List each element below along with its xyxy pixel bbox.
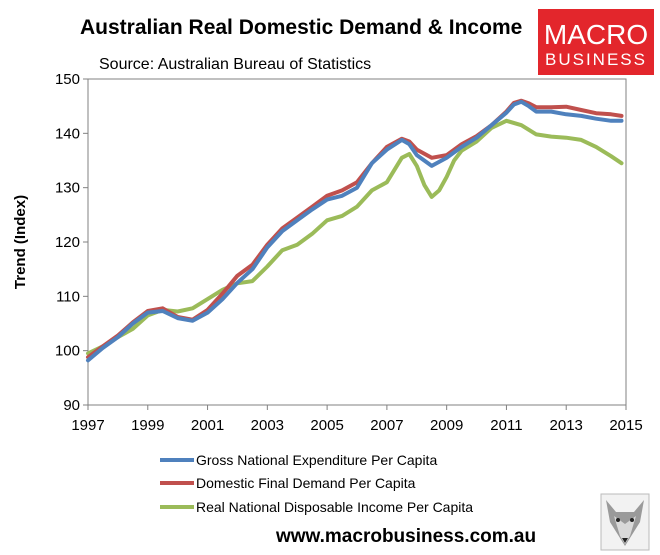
series-line-rndi: [86, 118, 624, 356]
x-axis: 1997 1999 2001 2003 2005 2007 2009 2011 2013 2015: [71, 405, 643, 434]
x-tick-label: 2013: [550, 417, 583, 434]
fox-mascot-icon: [600, 493, 650, 551]
legend: Gross National Expenditure Per Capita Do…: [160, 452, 473, 515]
x-tick-label: 2011: [490, 417, 522, 434]
y-tick-label: 150: [55, 71, 80, 88]
x-tick-label: 2007: [370, 417, 403, 434]
y-tick-label: 100: [55, 343, 80, 360]
legend-item-gne: Gross National Expenditure Per Capita: [160, 452, 437, 468]
y-tick-label: 90: [63, 397, 80, 414]
footer-url: www.macrobusiness.com.au: [275, 526, 536, 547]
legend-label-gne: Gross National Expenditure Per Capita: [196, 452, 437, 468]
x-tick-label: 2003: [251, 417, 284, 434]
legend-label-dfd: Domestic Final Demand Per Capita: [196, 475, 416, 491]
y-tick-label: 130: [55, 180, 80, 197]
legend-item-rndi: Real National Disposable Income Per Capi…: [160, 499, 473, 515]
x-tick-label: 2001: [191, 417, 224, 434]
series-line-gne: [86, 99, 624, 363]
logo-background: [538, 9, 654, 75]
legend-label-rndi: Real National Disposable Income Per Capi…: [196, 499, 473, 515]
legend-item-dfd: Domestic Final Demand Per Capita: [160, 475, 416, 491]
x-tick-label: 1997: [71, 417, 104, 434]
y-tick-label: 110: [56, 288, 80, 305]
x-tick-label: 2005: [310, 417, 343, 434]
macro-business-logo: MACRO BUSINESS: [538, 9, 654, 75]
series-layer: [86, 98, 624, 363]
plot-area: [87, 78, 627, 406]
y-tick-label: 140: [55, 125, 80, 142]
x-tick-label: 2009: [430, 417, 463, 434]
chart-title: Australian Real Domestic Demand & Income: [80, 16, 522, 39]
x-tick-label: 2015: [609, 417, 642, 434]
y-axis: 90 100 110 120 130 140 150: [55, 71, 88, 414]
x-tick-label: 1999: [131, 417, 164, 434]
y-axis-label: Trend (Index): [12, 195, 29, 289]
logo-text-macro: MACRO: [544, 19, 648, 50]
logo-text-business: BUSINESS: [545, 50, 647, 69]
y-tick-label: 120: [55, 234, 80, 251]
chart-subtitle: Source: Australian Bureau of Statistics: [99, 56, 371, 73]
